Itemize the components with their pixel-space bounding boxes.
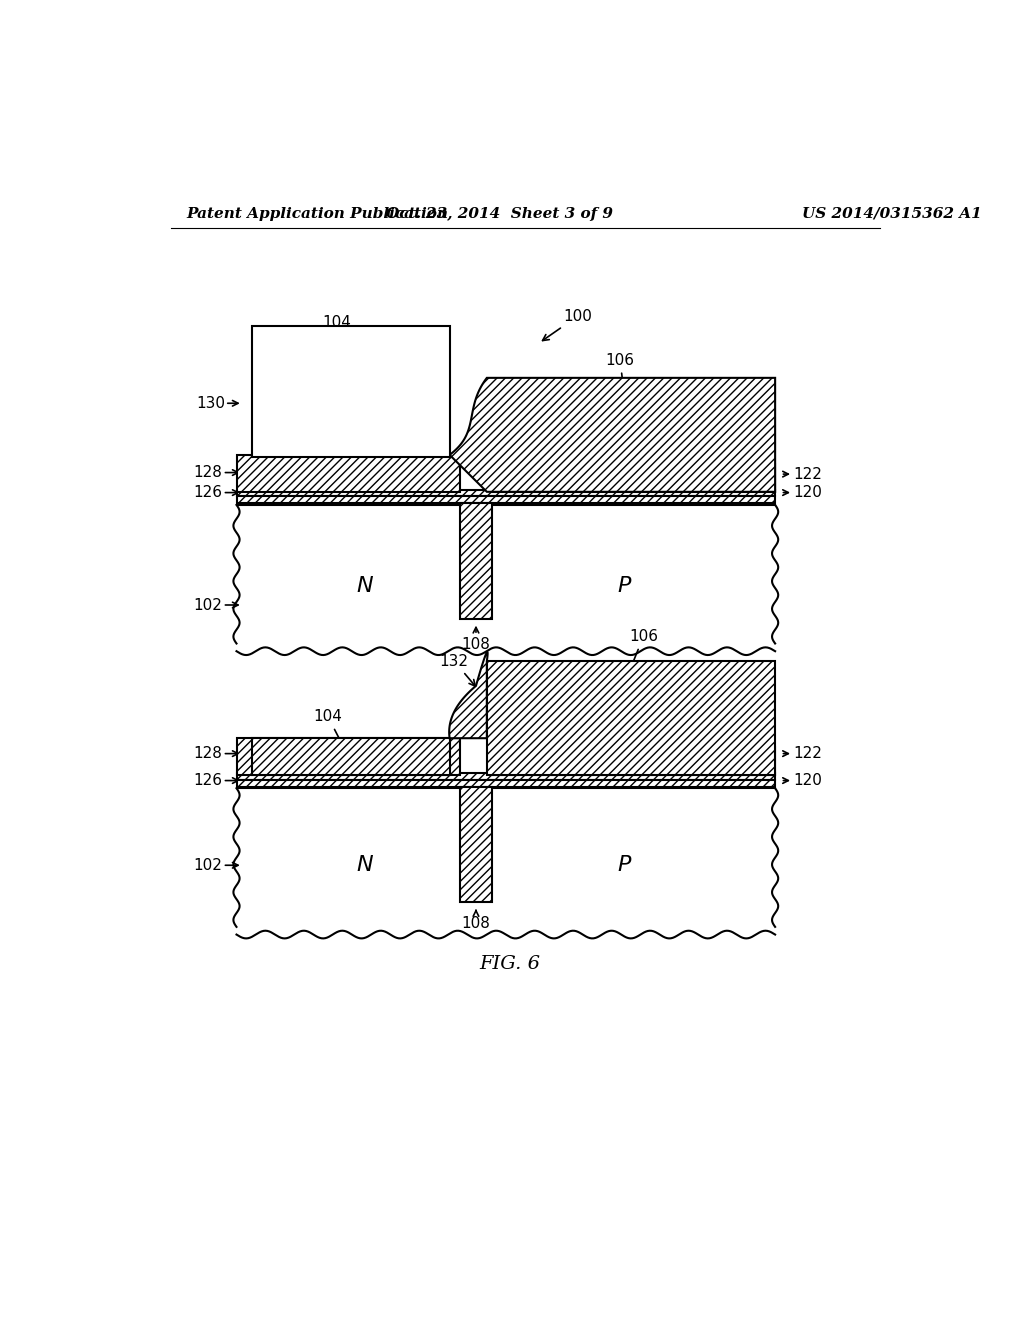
Bar — [252, 738, 450, 775]
Text: 108: 108 — [462, 916, 490, 931]
Text: 106: 106 — [605, 352, 635, 388]
Text: 102: 102 — [194, 858, 222, 873]
Bar — [237, 496, 775, 503]
Text: 120: 120 — [793, 484, 822, 500]
Bar — [493, 465, 775, 492]
Bar — [486, 661, 775, 775]
Text: FIG. 6: FIG. 6 — [479, 954, 540, 973]
Text: US 2014/0315362 A1: US 2014/0315362 A1 — [802, 207, 982, 220]
Polygon shape — [450, 652, 487, 738]
Text: FIG. 5: FIG. 5 — [479, 668, 540, 685]
Text: 104: 104 — [323, 315, 351, 346]
Bar — [460, 503, 493, 619]
Text: 126: 126 — [194, 484, 222, 500]
Text: 100: 100 — [543, 309, 592, 341]
Text: 130: 130 — [196, 396, 225, 411]
Text: 122: 122 — [793, 746, 822, 762]
Bar — [237, 774, 775, 780]
Bar — [460, 787, 493, 903]
Text: N: N — [356, 576, 373, 595]
Text: 104: 104 — [313, 709, 343, 746]
Text: 126: 126 — [194, 774, 222, 788]
Text: 102: 102 — [194, 598, 222, 612]
Bar — [237, 780, 775, 787]
Bar — [493, 747, 775, 775]
Bar — [237, 738, 460, 775]
Text: P: P — [617, 576, 631, 595]
Bar — [252, 326, 450, 457]
Text: Oct. 23, 2014  Sheet 3 of 9: Oct. 23, 2014 Sheet 3 of 9 — [386, 207, 613, 220]
Bar — [237, 455, 460, 492]
Text: 128: 128 — [194, 746, 222, 762]
Text: 122: 122 — [793, 466, 822, 482]
Text: 132: 132 — [439, 653, 475, 686]
Text: 120: 120 — [793, 774, 822, 788]
Text: 100: 100 — [578, 668, 625, 701]
Text: Patent Application Publication: Patent Application Publication — [186, 207, 449, 220]
Text: 128: 128 — [194, 465, 222, 480]
Text: N: N — [356, 855, 373, 875]
Text: P: P — [617, 855, 631, 875]
Text: 108: 108 — [462, 638, 490, 652]
Polygon shape — [450, 378, 775, 492]
Text: 106: 106 — [629, 630, 657, 671]
Bar — [237, 490, 775, 496]
